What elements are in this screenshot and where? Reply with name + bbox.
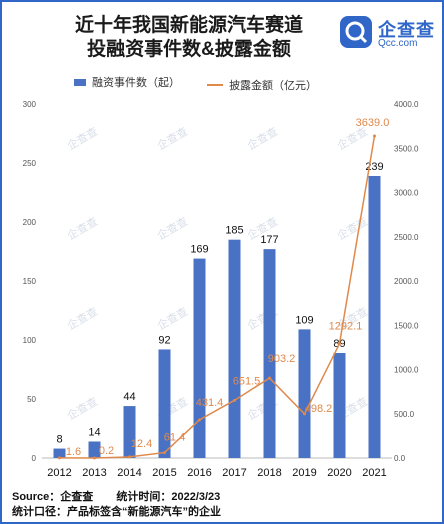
line-point — [373, 134, 376, 138]
watermark: 企查查 — [155, 304, 191, 333]
footer-line-1: Source：企查查 统计时间：2022/3/23 — [12, 488, 240, 504]
y-right-tick-label: 0.0 — [394, 454, 406, 463]
line-point — [93, 456, 96, 460]
line-point — [198, 418, 201, 422]
y-right-tick-label: 3500.0 — [394, 144, 419, 153]
y-left-tick-label: 50 — [27, 395, 36, 404]
brand-name: 企查查 — [378, 20, 435, 40]
y-right-tick-label: 2500.0 — [394, 233, 419, 242]
legend-line-swatch — [207, 83, 224, 86]
line-data-label: 431.4 — [196, 397, 224, 409]
legend-item-bar: 融资事件数（起） — [74, 74, 180, 90]
legend-item-line: 披露金额（亿元） — [207, 77, 317, 93]
y-left-tick-label: 0 — [32, 454, 37, 463]
legend-bar-label: 融资事件数（起） — [92, 77, 180, 89]
line-data-label: 498.2 — [305, 403, 333, 415]
bar — [53, 448, 66, 458]
x-tick-label: 2018 — [257, 467, 281, 479]
y-right-tick-label: 1000.0 — [394, 366, 419, 375]
bar-data-label: 185 — [225, 225, 243, 237]
x-tick-label: 2021 — [362, 467, 386, 479]
y-left-tick-label: 250 — [23, 159, 37, 168]
bar-data-label: 109 — [295, 314, 313, 326]
title-line-2: 投融资事件数&披露金额 — [87, 39, 291, 60]
watermark: 企查查 — [65, 124, 101, 153]
watermark: 企查查 — [335, 214, 371, 243]
x-tick-label: 2014 — [117, 467, 141, 479]
watermark: 企查查 — [65, 304, 101, 333]
y-right-tick-label: 2000.0 — [394, 277, 419, 286]
bar — [333, 352, 346, 458]
line-data-label: 12.4 — [131, 438, 152, 450]
time-note: 统计时间：2022/3/23 — [116, 491, 221, 503]
watermark: 企查查 — [155, 214, 191, 243]
watermark: 企查查 — [65, 394, 101, 423]
line-point — [268, 376, 271, 380]
bar — [193, 258, 206, 458]
line-point — [128, 455, 131, 459]
line-point — [233, 398, 236, 402]
chart-title: 近十年我国新能源汽车赛道 投融资事件数&披露金额 — [54, 14, 324, 62]
watermark: 企查查 — [155, 124, 191, 153]
bar-data-label: 92 — [158, 334, 170, 346]
bar — [298, 329, 311, 458]
watermark: 企查查 — [65, 214, 101, 243]
title-line-1: 近十年我国新能源汽车赛道 — [74, 15, 303, 36]
bar-data-label: 177 — [260, 234, 278, 246]
bar-data-label: 14 — [88, 426, 100, 438]
bar — [263, 249, 276, 458]
bar — [88, 441, 101, 458]
y-left-tick-label: 100 — [23, 336, 37, 345]
x-tick-label: 2020 — [327, 467, 351, 479]
chart-plot: 企查查 企查查 企查查 企查查企查查 企查查 企查查 企查查企查查 企查查 企查查 企查查企查查企… — [23, 100, 419, 479]
x-tick-label: 2017 — [222, 467, 246, 479]
x-tick-label: 2015 — [152, 467, 176, 479]
bar-data-label: 8 — [56, 434, 62, 446]
y-right-tick-label: 500.0 — [394, 410, 415, 419]
brand-url: Qcc.com — [378, 38, 418, 49]
legend: 融资事件数（起） 披露金额（亿元） — [74, 74, 341, 93]
line-data-label: 1.6 — [66, 446, 81, 458]
x-tick-label: 2019 — [292, 467, 316, 479]
x-tick-label: 2013 — [82, 467, 106, 479]
watermark: 企查查 — [245, 124, 281, 153]
brand-logo: 企查查 Qcc.com — [340, 14, 440, 54]
bar — [228, 239, 241, 458]
y-right-tick-label: 3000.0 — [394, 189, 419, 198]
bar — [123, 406, 136, 458]
legend-line-label: 披露金额（亿元） — [229, 79, 318, 92]
bar — [368, 175, 381, 458]
legend-bar-swatch — [74, 78, 86, 86]
x-tick-label: 2012 — [47, 467, 71, 479]
source-note: Source：企查查 — [12, 491, 94, 503]
y-right-tick-label: 1500.0 — [394, 321, 419, 330]
line-point — [303, 412, 306, 416]
line-series-amount — [59, 135, 376, 459]
scope-note: 统计口径：产品标签含“新能源汽车”的企业 — [12, 506, 221, 518]
bar-data-label: 169 — [190, 244, 208, 256]
y-left-tick-label: 200 — [23, 218, 37, 227]
line-data-label: 1292.1 — [329, 321, 363, 333]
qcc-logo-icon — [340, 16, 372, 48]
line-data-label: 0.2 — [99, 445, 114, 457]
y-left-tick-label: 150 — [23, 277, 37, 286]
y-right-tick-label: 4000.0 — [394, 100, 419, 109]
line-data-label: 61.4 — [164, 432, 185, 444]
line-data-label: 903.2 — [268, 353, 296, 365]
bar — [158, 349, 171, 458]
line-data-label: 3639.0 — [356, 117, 390, 129]
y-left-tick-label: 300 — [23, 100, 37, 109]
bar-data-label: 44 — [123, 391, 135, 403]
x-tick-label: 2016 — [187, 467, 211, 479]
line-data-label: 651.5 — [233, 375, 261, 387]
line-point — [163, 451, 166, 455]
footer-line-2: 统计口径：产品标签含“新能源汽车”的企业 — [12, 503, 241, 519]
line-point — [338, 342, 341, 346]
line-point — [58, 456, 61, 460]
